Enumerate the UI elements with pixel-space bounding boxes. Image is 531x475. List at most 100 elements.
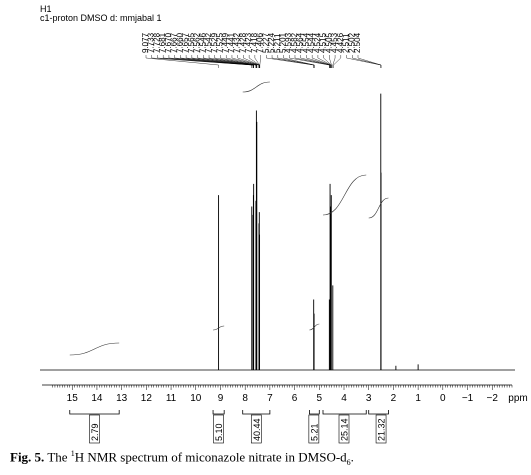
peak-leader-line [357, 55, 382, 68]
axis-tick-label: 2 [391, 393, 397, 404]
peak-leader-line [289, 55, 330, 68]
peak-leader-line [185, 55, 254, 68]
integral-value: 21.32 [377, 418, 387, 441]
peak-shift-label: 7.525 [215, 32, 224, 53]
peak-leader-line [306, 55, 331, 68]
peak-leader-line [271, 55, 314, 68]
peak-shift-label: 7.565 [187, 32, 196, 53]
peak-shift-label: 7.529 [210, 32, 219, 53]
axis-tick-label: 7 [267, 393, 273, 404]
axis-tick-label: 8 [242, 393, 248, 404]
peak-leader-line [294, 55, 330, 68]
integral-bracket [242, 410, 271, 415]
peak-leader-line [157, 55, 253, 68]
integral-value-box [375, 414, 387, 444]
axis-tick-label: 3 [366, 393, 372, 404]
peak-shift-label: 7.428 [238, 32, 247, 53]
peak-leader-line [197, 55, 257, 68]
integral-value-box [250, 414, 262, 444]
axis-tick-label: 0 [440, 393, 446, 404]
axis-tick-label: −2 [487, 393, 499, 404]
peak-leader-line [162, 55, 254, 68]
integral-bracket [309, 410, 320, 415]
axis-tick-label: 6 [292, 393, 298, 404]
axis-tick-label: 12 [141, 393, 153, 404]
ppm-axis: 15 14 13 12 11 10 9 8 7 6 5 4 3 2 1 0 −1 −2 ppm [42, 384, 528, 404]
peak-shift-label: 7.657 [181, 32, 190, 53]
peak-shift-label: 5.227 [261, 32, 270, 53]
peak-shift-label: 7.562 [193, 32, 202, 53]
peak-leader-line [352, 55, 382, 68]
peak-shift-label: 7.660 [175, 32, 184, 53]
peak-leader-line [333, 55, 342, 68]
peak-shift-label: 7.449 [221, 32, 230, 53]
peak-leader-line [332, 55, 336, 68]
peak-leader-line [277, 55, 315, 68]
peak-shift-label: 4.582 [290, 32, 299, 53]
axis-label: ppm [508, 393, 527, 404]
integral-bracket [368, 410, 389, 415]
peak-leader-line [220, 55, 258, 68]
axis-tick-label: 10 [190, 393, 202, 404]
axis-tick-label: −1 [462, 393, 474, 404]
peak-shift-label: 7.406 [256, 32, 265, 53]
peak-shift-label: 4.593 [284, 32, 293, 53]
peak-shift-label: 7.733 [147, 32, 156, 53]
peak-shift-label: 9.077 [141, 32, 150, 53]
integral-brackets: 2.79 5.10 40.44 5.21 25.14 21.32 [69, 410, 389, 444]
peak-leader-line [283, 55, 315, 68]
peak-shift-label: 7.542 [204, 32, 213, 53]
spectrum-peaks [218, 93, 419, 370]
caption-text-post: . [350, 449, 354, 465]
peak-shift-label: 4.426 [336, 32, 345, 53]
integral-curve [309, 323, 320, 331]
integral-bracket [322, 410, 367, 415]
peak-shift-label: 7.546 [198, 32, 207, 53]
peak-shift-label: 5.224 [267, 32, 276, 53]
integral-bracket [212, 410, 225, 415]
peak-label-group: 9.0777.7337.7287.6817.6707.6677.6607.657… [141, 32, 362, 53]
axis-tick-label: 4 [341, 393, 347, 404]
peak-shift-label: 7.681 [158, 32, 167, 53]
peak-shift-label: 4.544 [307, 32, 316, 53]
peak-shift-label: 2.502 [347, 32, 356, 53]
integral-value: 25.14 [340, 418, 350, 441]
integral-value: 5.21 [309, 423, 319, 441]
peak-leader-line [311, 55, 331, 68]
peak-leader-line [317, 55, 332, 68]
peak-shift-label: 7.670 [164, 32, 173, 53]
peak-leader-line [254, 55, 260, 68]
caption-text-main: H NMR spectrum of miconazole nitrate in … [74, 449, 347, 465]
peak-leader-line [248, 55, 260, 68]
peak-shift-label: 4.453 [330, 32, 339, 53]
peak-shift-label: 5.201 [279, 32, 288, 53]
peak-leader-line [323, 55, 332, 68]
peak-shift-label: 4.505 [324, 32, 333, 53]
integral-value: 40.44 [252, 418, 262, 441]
peak-shift-label: 7.441 [227, 32, 236, 53]
peak-shift-label: 4.554 [301, 32, 310, 53]
peak-shift-label: 7.418 [250, 32, 259, 53]
axis-tick-label: 1 [415, 393, 421, 404]
peak-leader-line [208, 55, 257, 68]
axis-tick-label: 15 [67, 393, 79, 404]
caption-label: Fig. 5. [10, 449, 45, 465]
peak-leader-line [259, 55, 261, 68]
caption-superscript: 1 [70, 449, 75, 458]
peak-leader-line [300, 55, 331, 68]
caption-subscript: 6 [346, 457, 351, 467]
peak-leader-line [231, 55, 260, 68]
nucleus-label: H1 [40, 4, 52, 14]
peak-shift-label: 4.524 [313, 32, 322, 53]
peak-shift-label: 7.423 [244, 32, 253, 53]
axis-tick-label: 13 [116, 393, 128, 404]
integral-value-box [89, 414, 100, 444]
axis-tick-label: 14 [91, 393, 103, 404]
integral-value-box [338, 414, 350, 444]
experiment-label: c1-proton DMSO d: mmjabal 1 [40, 13, 162, 23]
figure-caption: Fig. 5. The 1H NMR spectrum of miconazol… [10, 449, 354, 467]
peak-leader-line [346, 55, 381, 68]
integral-value: 5.10 [214, 423, 224, 441]
